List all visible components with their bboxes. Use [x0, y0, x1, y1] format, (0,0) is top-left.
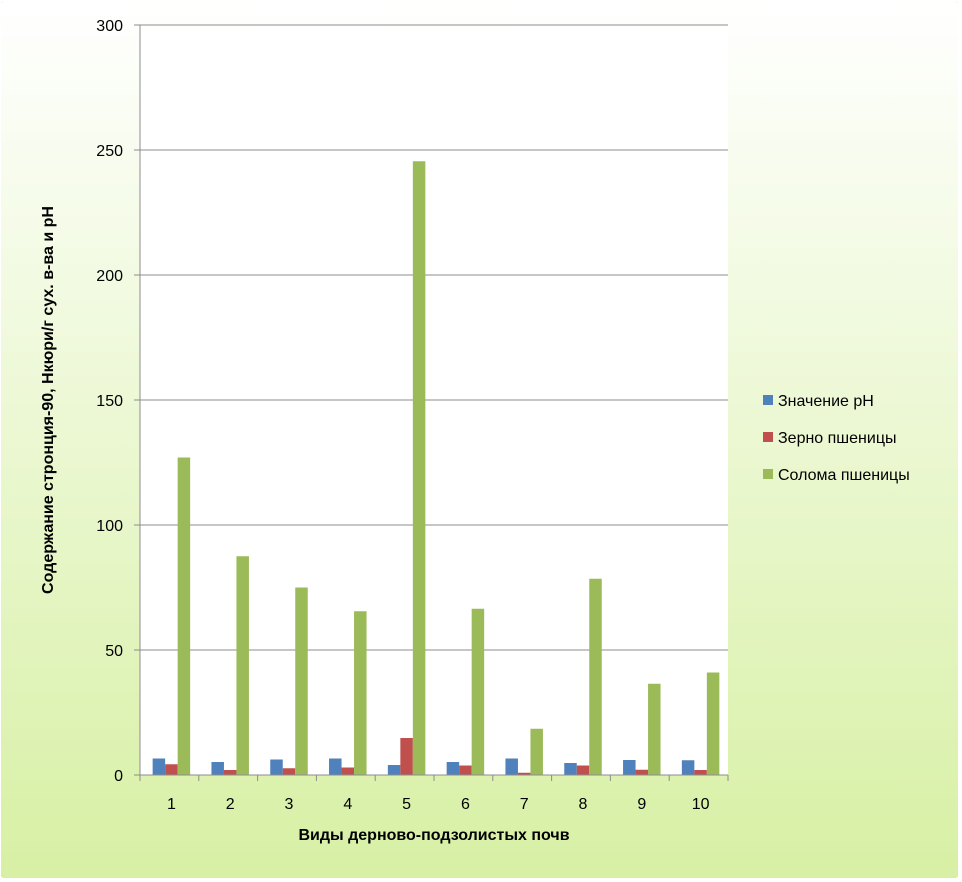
x-tick-label: 3	[285, 796, 294, 813]
x-tick-label: 1	[167, 796, 176, 813]
bar	[165, 764, 178, 775]
x-tick-label: 7	[520, 796, 529, 813]
bar	[517, 772, 531, 775]
bar	[706, 672, 720, 775]
x-tick-label: 10	[692, 796, 710, 813]
y-tick-label: 50	[105, 643, 123, 660]
bar	[341, 767, 355, 775]
y-tick-label: 0	[114, 768, 123, 785]
x-tick-label: 4	[343, 796, 352, 813]
bar	[505, 758, 518, 775]
bar	[223, 770, 237, 775]
bar	[446, 762, 460, 775]
bar	[694, 770, 707, 775]
bar	[589, 578, 602, 775]
bar	[635, 769, 649, 775]
legend-label: Зерно пшеницы	[778, 430, 896, 447]
bar	[471, 608, 485, 775]
legend-swatch	[763, 395, 773, 405]
bar	[177, 457, 191, 775]
bar	[400, 738, 413, 775]
x-tick-label: 2	[226, 796, 235, 813]
bar	[648, 683, 661, 775]
x-tick-label: 9	[637, 796, 646, 813]
bar	[270, 759, 283, 775]
bar	[412, 161, 426, 775]
bar	[295, 587, 308, 775]
x-tick-label: 6	[461, 796, 470, 813]
y-tick-label: 100	[96, 518, 123, 535]
y-tick-label: 300	[96, 18, 123, 35]
legend-swatch	[763, 469, 773, 479]
legend: Значение pH Зерно пшеницы Солома пшеницы	[763, 393, 910, 484]
bar	[236, 556, 249, 775]
bar	[681, 760, 695, 775]
y-tick-label: 150	[96, 393, 123, 410]
x-tick-label: 5	[402, 796, 411, 813]
bar	[152, 758, 166, 775]
bar	[387, 765, 401, 775]
bar	[459, 765, 472, 775]
legend-swatch	[763, 432, 773, 442]
axes	[134, 24, 729, 781]
bars	[152, 161, 720, 775]
bar	[576, 765, 590, 775]
bar	[211, 762, 224, 775]
bar	[623, 760, 636, 775]
x-tick-label: 8	[579, 796, 588, 813]
bar	[564, 763, 577, 775]
y-axis-title: Содержание стронция-90, Нкюри/г сух. в-в…	[40, 206, 57, 594]
y-tick-label: 250	[96, 143, 123, 160]
legend-label: Солома пшеницы	[778, 467, 910, 484]
bar	[329, 758, 342, 775]
x-tick-labels: 1 2 3 4 5 6 7 8 9 10	[167, 796, 710, 813]
bar	[354, 611, 367, 775]
x-axis-title: Виды дерново-подзолистых почв	[298, 827, 569, 844]
bar	[530, 728, 543, 775]
bar	[282, 768, 296, 775]
y-tick-label: 200	[96, 268, 123, 285]
y-tick-labels: 0 50 100 150 200 250 300	[96, 18, 123, 785]
legend-label: Значение pH	[778, 393, 874, 410]
